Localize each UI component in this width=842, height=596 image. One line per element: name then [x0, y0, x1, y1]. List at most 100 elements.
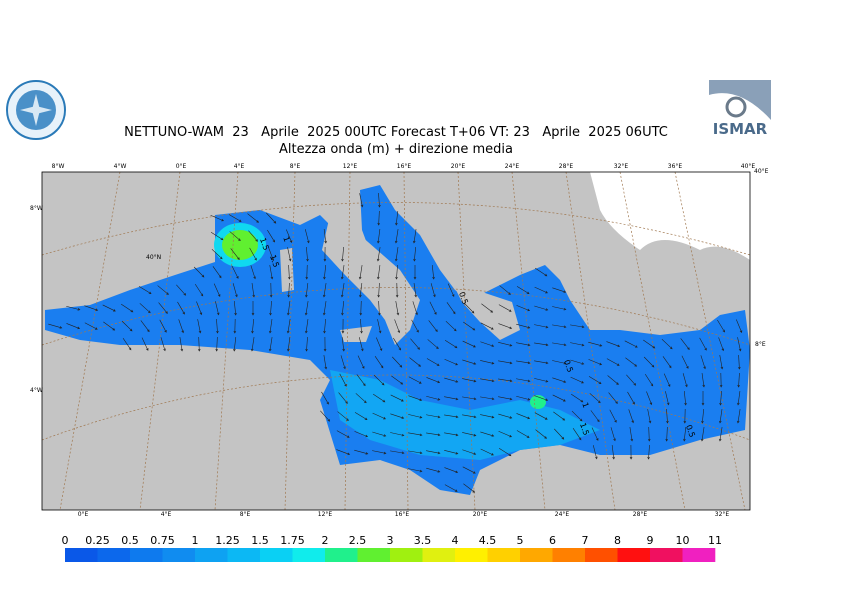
- arrow: [480, 448, 494, 456]
- arrow: [683, 408, 687, 424]
- arrow: [377, 210, 381, 226]
- arrow: [445, 320, 457, 332]
- arrow: [700, 355, 706, 370]
- contour-label: 0.5: [457, 291, 470, 306]
- arrow: [431, 265, 435, 280]
- contour-label: 1.5: [268, 254, 281, 269]
- arrow: [323, 265, 327, 280]
- lon-label: 4°E: [161, 511, 172, 518]
- arrow: [647, 409, 652, 424]
- arrow: [572, 428, 582, 441]
- arrow: [359, 193, 364, 208]
- arrow: [360, 319, 363, 334]
- arrow: [516, 413, 531, 420]
- arrow: [377, 282, 380, 298]
- arrow: [610, 427, 616, 442]
- arrow: [212, 266, 222, 279]
- arrow: [250, 265, 256, 280]
- lat-label: 4°W: [30, 387, 43, 394]
- lat-label: 8°W: [30, 205, 43, 212]
- colorbar-label: 1: [192, 534, 199, 547]
- arrow: [337, 411, 349, 421]
- arrow: [462, 396, 477, 401]
- arrow: [430, 283, 436, 298]
- arrow: [646, 391, 653, 406]
- arrow: [462, 466, 476, 474]
- lon-label: 20°E: [473, 511, 488, 518]
- arrow: [210, 214, 225, 222]
- arrow: [444, 396, 459, 401]
- arrow: [462, 378, 477, 383]
- arrow: [516, 360, 531, 365]
- arrow: [322, 301, 327, 316]
- arrow: [394, 247, 399, 262]
- arrow: [157, 285, 169, 295]
- arrow: [376, 337, 383, 352]
- lon-label: 16°E: [395, 511, 410, 518]
- arrow: [193, 266, 205, 278]
- arrow: [251, 283, 256, 298]
- lon-label: 4°W: [114, 163, 127, 170]
- arrow: [354, 412, 368, 420]
- arrow: [426, 467, 441, 473]
- arrow: [481, 303, 494, 313]
- arrow: [534, 395, 549, 401]
- arrow: [231, 265, 239, 279]
- colorbar-label: 2.5: [349, 534, 367, 547]
- logo-left: [6, 80, 66, 140]
- arrow: [643, 356, 655, 368]
- arrow: [377, 319, 382, 334]
- arrow: [498, 447, 512, 457]
- arrow: [141, 337, 149, 351]
- contour-label: 1: [281, 235, 291, 243]
- arrow: [534, 378, 549, 383]
- arrow: [413, 264, 417, 280]
- arrow: [534, 412, 548, 420]
- arrow: [662, 356, 672, 369]
- colorbar-label: 8: [614, 534, 621, 547]
- lon-label: 0°E: [176, 163, 187, 170]
- logo-right: ISMAR: [709, 80, 771, 142]
- arrow: [629, 427, 634, 442]
- subtitle: Altezza onda (m) + direzione media: [279, 142, 513, 157]
- arrow: [159, 319, 167, 333]
- arrow: [233, 337, 237, 352]
- colorbar-label: 1.25: [215, 534, 240, 547]
- arrow: [66, 323, 81, 330]
- arrow: [304, 319, 309, 334]
- lat-label: 40°N: [146, 254, 161, 261]
- colorbar-swatch: [162, 548, 196, 562]
- arrow: [644, 373, 654, 387]
- arrow: [701, 409, 704, 424]
- colorbar-label: 9: [647, 534, 654, 547]
- lon-label: 20°E: [451, 163, 466, 170]
- arrow: [606, 341, 621, 348]
- lon-label: 8°W: [52, 163, 65, 170]
- arrow: [84, 305, 99, 311]
- arrow: [229, 231, 241, 241]
- arrow: [463, 483, 476, 493]
- arrow: [322, 283, 327, 298]
- arrow: [306, 247, 309, 262]
- arrow: [410, 338, 420, 350]
- arrow: [215, 336, 219, 352]
- arrow: [625, 357, 638, 367]
- arrow: [463, 321, 476, 331]
- arrow: [571, 393, 584, 403]
- arrow: [570, 359, 585, 365]
- arrow: [269, 300, 272, 316]
- arrow: [498, 323, 513, 330]
- contour-label: 1.5: [258, 237, 271, 252]
- arrow: [447, 283, 455, 297]
- arrow: [480, 341, 495, 347]
- arrow: [592, 445, 598, 460]
- arrow: [462, 414, 477, 419]
- arrow: [359, 283, 363, 298]
- arrow: [140, 320, 150, 333]
- arrow: [286, 301, 291, 316]
- colorbar-swatch: [585, 548, 618, 562]
- arrow: [498, 430, 513, 438]
- lon-label: 8°E: [290, 163, 301, 170]
- arrow: [480, 322, 494, 330]
- arrow: [121, 320, 133, 332]
